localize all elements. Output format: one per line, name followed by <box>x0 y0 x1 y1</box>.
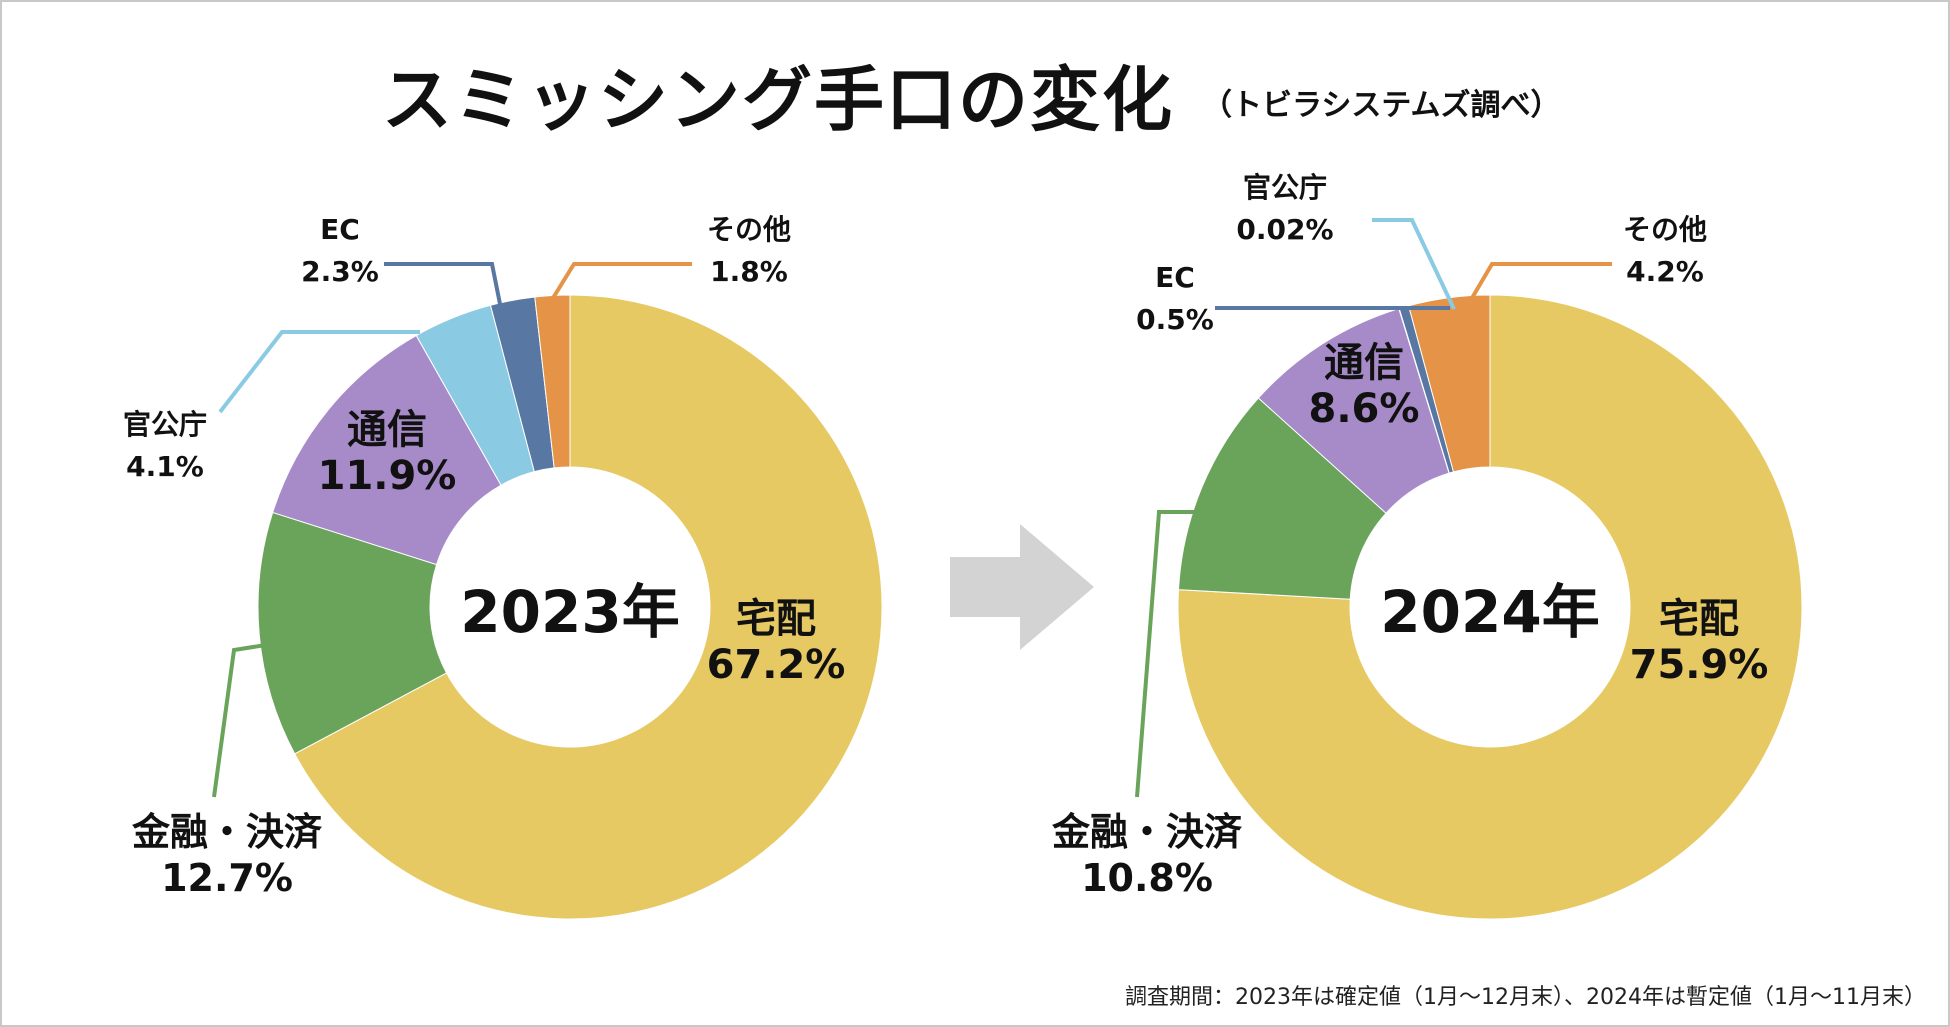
page-title: スミッシング手口の変化 <box>382 59 1174 141</box>
slice-takuhai-0 <box>294 294 883 920</box>
value-tsushin-1: 8.6% <box>1309 386 1420 432</box>
value-ec-1: 0.5% <box>1136 303 1214 336</box>
leader-line-ec-0 <box>384 262 502 305</box>
leader-line-kinyu-0 <box>212 642 273 798</box>
leader-line-kinyu-1 <box>1135 510 1194 798</box>
leader-line-kankocho-1 <box>1372 218 1456 310</box>
label-ec-1: EC <box>1155 261 1195 294</box>
label-tsushin-0: 通信 <box>347 407 427 453</box>
value-sonota-1: 4.2% <box>1626 255 1704 288</box>
center-year-label-1: 2024年 <box>1380 578 1599 646</box>
footnote: 調査期間：2023年は確定値（1月〜12月末）、2024年は暫定値（1月〜11月… <box>1125 985 1926 1010</box>
slice-kinyu-0 <box>257 511 448 755</box>
label-takuhai-1: 宅配 <box>1659 596 1739 642</box>
leader-line-sonota-0 <box>551 262 692 300</box>
value-takuhai-1: 75.9% <box>1630 642 1769 688</box>
value-ec-0: 2.3% <box>301 255 379 288</box>
label-kinyu-0: 金融・決済 <box>131 810 323 854</box>
value-kankocho-1: 0.02% <box>1236 213 1333 246</box>
label-tsushin-1: 通信 <box>1324 340 1404 386</box>
label-kinyu-1: 金融・決済 <box>1051 810 1243 854</box>
page-subtitle: （トビラシステムズ調べ） <box>1202 88 1561 123</box>
label-kankocho-0: 官公庁 <box>123 408 207 441</box>
arrow-right-icon <box>950 524 1094 650</box>
slice-kinyu-1 <box>1177 397 1387 600</box>
label-ec-0: EC <box>320 213 360 246</box>
label-takuhai-0: 宅配 <box>736 596 816 642</box>
leader-line-kankocho-0 <box>218 330 420 414</box>
value-kankocho-0: 4.1% <box>126 450 204 483</box>
center-year-label-0: 2023年 <box>460 578 679 646</box>
slice-sonota-0 <box>534 294 571 469</box>
label-kankocho-1: 官公庁 <box>1243 171 1327 204</box>
value-kinyu-0: 12.7% <box>161 856 293 900</box>
value-sonota-0: 1.8% <box>710 255 788 288</box>
value-takuhai-0: 67.2% <box>707 642 846 688</box>
value-tsushin-0: 11.9% <box>318 453 457 499</box>
slice-takuhai-1 <box>1177 294 1803 920</box>
label-sonota-1: その他 <box>1623 213 1707 246</box>
value-kinyu-1: 10.8% <box>1081 856 1213 900</box>
slice-sonota-1 <box>1408 294 1491 473</box>
slice-tsushin-0 <box>272 334 502 566</box>
leader-line-sonota-1 <box>1470 262 1612 300</box>
label-sonota-0: その他 <box>707 213 791 246</box>
